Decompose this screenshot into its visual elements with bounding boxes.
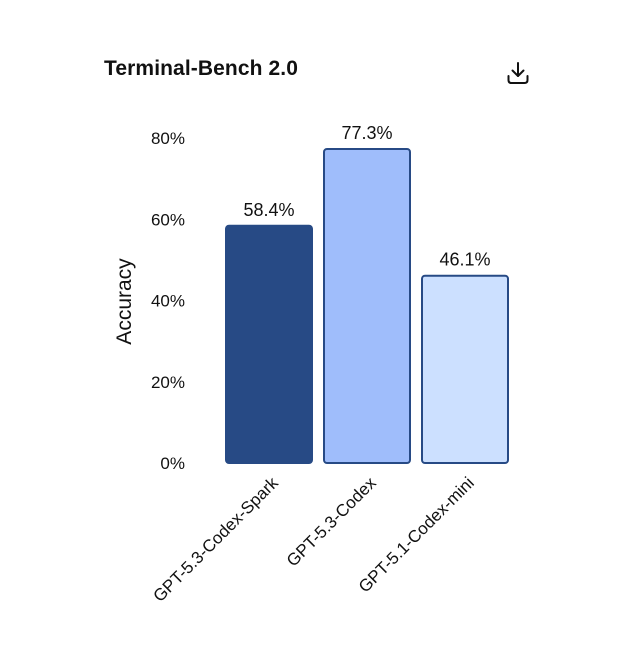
y-tick-label: 20% <box>151 373 185 392</box>
bar-value-label: 77.3% <box>341 123 392 143</box>
download-button[interactable] <box>500 55 536 91</box>
y-tick-label: 40% <box>151 292 185 311</box>
bar-value-label: 46.1% <box>439 250 490 270</box>
y-axis-label: Accuracy <box>113 258 136 345</box>
bar <box>421 274 509 464</box>
chart-title: Terminal-Bench 2.0 <box>104 57 298 80</box>
y-tick-label: 60% <box>151 210 185 229</box>
y-tick-label: 0% <box>160 454 185 473</box>
download-icon <box>507 62 529 84</box>
x-tick-label: GPT-5.3-Codex-Spark <box>149 473 282 606</box>
x-tick-label: GPT-5.3-Codex <box>283 473 380 570</box>
bar-value-label: 58.4% <box>243 200 294 220</box>
bar <box>323 147 411 464</box>
bar <box>225 224 313 464</box>
y-tick-label: 80% <box>151 129 185 148</box>
